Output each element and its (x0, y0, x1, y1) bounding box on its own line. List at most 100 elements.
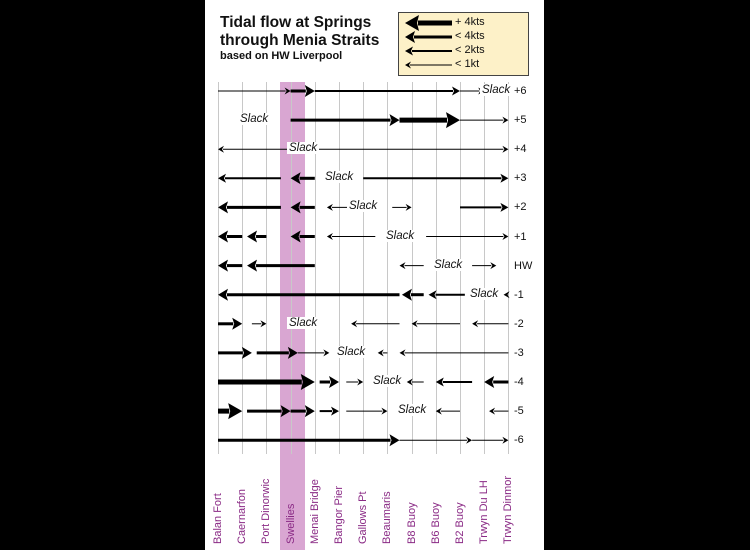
tide-label-minus-4: -4 (514, 376, 524, 388)
tide-label-minus-1: -1 (514, 289, 524, 301)
slack-label: Slack (287, 317, 320, 329)
grid-line-b8-buoy (412, 82, 413, 454)
flow-arrow-1-1 (218, 230, 243, 243)
slack-label: Slack (480, 84, 513, 96)
location-label-gallows-pt: Gallows Pt (357, 491, 369, 544)
flow-arrow-5-2 (399, 112, 460, 129)
flow-arrow-hw-2 (247, 259, 315, 272)
flow-arrow-5-3 (290, 405, 315, 418)
location-label-port-dinorwic: Port Dinorwic (260, 478, 272, 544)
tide-label-minus-3: -3 (514, 347, 524, 359)
slack-label: Slack (384, 230, 417, 242)
flow-arrow-4-2 (314, 145, 509, 153)
flow-arrow-5-5 (346, 407, 388, 415)
tide-label-plus-4: +4 (514, 143, 527, 155)
flow-arrow-3-3 (363, 173, 509, 183)
flow-arrow-4-1 (218, 145, 291, 153)
tide-label-plus-1: +1 (514, 231, 527, 243)
flow-arrow-5-6 (435, 407, 460, 415)
flow-arrow-4-4 (406, 378, 424, 386)
flow-arrow-2-2 (290, 201, 315, 214)
flow-arrow-4-2 (319, 376, 339, 388)
flow-arrow-2-3 (351, 320, 400, 328)
flow-arrow-6-1 (218, 434, 400, 447)
flow-arrow-6-2 (399, 436, 473, 444)
flow-arrow-1-2 (247, 230, 267, 243)
flow-arrow-2-1 (218, 201, 281, 214)
grid-line-beaumaris (387, 82, 388, 454)
slack-label: Slack (238, 113, 271, 125)
location-label-caernarfon: Caernarfon (236, 488, 248, 544)
tide-label-minus-6: -6 (514, 434, 524, 446)
flow-arrow-2-2 (251, 320, 267, 328)
tide-label-plus-2: +2 (514, 201, 527, 213)
legend-arrow-1 (405, 15, 452, 31)
title-line-2: through Menia Straits (220, 32, 380, 49)
location-label-beaumaris: Beaumaris (381, 491, 393, 544)
flow-arrow-2-5 (472, 320, 509, 328)
flow-arrow-5-3 (460, 116, 509, 124)
flow-arrow-4-1 (218, 374, 315, 390)
flow-arrow-3-1 (218, 346, 252, 359)
flow-arrow-5-2 (247, 405, 291, 418)
slack-label: Slack (287, 142, 320, 154)
flow-arrow-5-1 (290, 114, 400, 127)
flow-arrow-2-1 (218, 317, 243, 330)
flow-arrow-2-4 (411, 320, 460, 328)
grid-line-port-dinorwic (266, 82, 267, 454)
flow-arrow-4-3 (346, 378, 364, 386)
grid-line-trwyn-dinmor (508, 82, 509, 454)
flow-arrow-1-3 (290, 230, 315, 243)
slack-label: Slack (396, 404, 429, 416)
flow-arrow-6-2 (290, 85, 315, 97)
flow-arrow-2-3 (326, 203, 349, 211)
tide-label-plus-5: +5 (514, 114, 527, 126)
flow-arrow-3-2 (290, 172, 315, 185)
flow-arrow-3-5 (399, 349, 509, 357)
flow-arrow-5-7 (489, 407, 509, 415)
flow-arrow-4-6 (484, 376, 509, 388)
flow-arrow-1-3 (428, 290, 465, 300)
flow-arrow-3-3 (297, 349, 330, 357)
grid-line-bangor-pier (339, 82, 340, 454)
legend-arrow-4 (405, 61, 452, 69)
subtitle: based on HW Liverpool (220, 50, 343, 62)
flow-arrow-2-4 (392, 203, 412, 211)
location-label-b6-buoy: B6 Buoy (430, 502, 442, 544)
flow-arrow-1-1 (218, 288, 400, 301)
slack-label: Slack (347, 200, 380, 212)
grid-line-trwyn-du-lh (484, 82, 485, 454)
flow-arrow-4-5 (435, 377, 473, 387)
flow-arrow-5-1 (218, 403, 243, 420)
legend-arrow-2 (405, 31, 452, 43)
flow-arrow-1-2 (401, 288, 424, 301)
location-label-trwyn-dinmor: Trwyn Dinmor (502, 475, 514, 544)
tide-label-minus-2: -2 (514, 318, 524, 330)
tide-label-hw: HW (514, 260, 533, 272)
legend-label-under-1kt: < 1kt (455, 58, 480, 70)
flow-arrow-3-1 (218, 173, 281, 183)
location-label-b2-buoy: B2 Buoy (454, 502, 466, 544)
tide-label-plus-6: +6 (514, 85, 527, 97)
slack-label: Slack (371, 375, 404, 387)
location-label-bangor-pier: Bangor Pier (333, 485, 345, 544)
flow-arrow-hw-3 (399, 262, 424, 270)
location-label-b8-buoy: B8 Buoy (406, 502, 418, 544)
flow-arrow-1-4 (503, 291, 510, 299)
title-line-1: Tidal flow at Springs (220, 14, 372, 31)
slack-label: Slack (323, 171, 356, 183)
legend-label-4kts-plus: + 4kts (455, 16, 485, 28)
flow-arrow-hw-4 (472, 262, 497, 270)
tide-label-minus-5: -5 (514, 405, 524, 417)
slack-label: Slack (468, 288, 501, 300)
grid-line-swellies (291, 82, 292, 454)
grid-line-menai-bridge (315, 82, 316, 454)
grid-line-caernarfon (242, 82, 243, 454)
flow-arrow-2-5 (460, 202, 509, 212)
location-label-swellies: Swellies (285, 503, 297, 544)
flow-arrow-1-4 (326, 233, 376, 240)
grid-line-gallows-pt (363, 82, 364, 454)
legend-label-under-2kts: < 2kts (455, 44, 485, 56)
location-label-menai-bridge: Menai Bridge (309, 479, 321, 544)
